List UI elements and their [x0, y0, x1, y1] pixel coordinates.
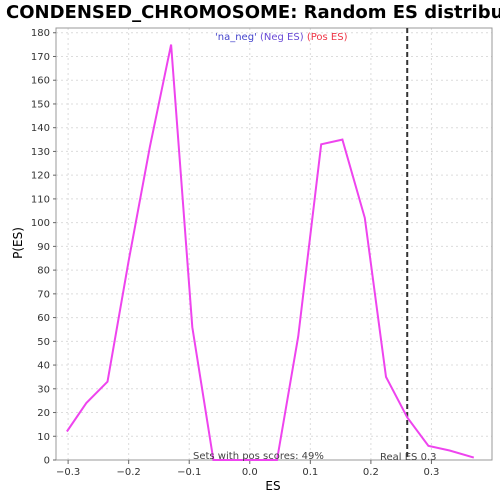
x-tick-label: 0.0 — [242, 467, 258, 478]
y-tick-label: 0 — [44, 456, 50, 467]
y-tick-label: 110 — [31, 194, 50, 205]
y-tick-label: 120 — [31, 171, 50, 182]
x-tick-label: 0.2 — [363, 467, 379, 478]
es-series-line — [66, 44, 475, 461]
x-tick-label: 0.3 — [423, 467, 439, 478]
y-tick-label: 180 — [31, 28, 50, 39]
y-tick-label: 150 — [31, 99, 50, 110]
legend-entry-neg-es: (Neg ES) — [260, 32, 304, 43]
x-axis-title: ES — [265, 479, 280, 493]
annotation-real-es: Real ES 0.3 — [380, 452, 436, 463]
y-tick-label: 20 — [37, 408, 50, 419]
y-tick-label: 70 — [37, 289, 50, 300]
y-tick-label: 60 — [37, 313, 50, 324]
y-tick-label: 10 — [37, 432, 50, 443]
plot-frame — [55, 27, 493, 461]
x-tick-label: −0.3 — [56, 467, 80, 478]
y-tick-label: 100 — [31, 218, 50, 229]
y-tick-label: 160 — [31, 76, 50, 87]
y-tick-label: 90 — [37, 242, 50, 253]
legend-entry-na-neg: 'na_neg' — [215, 32, 257, 43]
x-tick-label: −0.2 — [117, 467, 141, 478]
y-tick-label: 170 — [31, 52, 50, 63]
x-tick-label: −0.1 — [177, 467, 201, 478]
y-tick-label: 140 — [31, 123, 50, 134]
legend-entry-pos-es: (Pos ES) — [307, 32, 348, 43]
x-tick-label: 0.1 — [302, 467, 318, 478]
y-axis-title: P(ES) — [11, 227, 25, 259]
y-tick-label: 40 — [37, 361, 50, 372]
legend: 'na_neg' (Neg ES) (Pos ES) — [215, 32, 348, 43]
chart-title: CONDENSED_CHROMOSOME: Random ES distribu… — [6, 2, 500, 23]
annotation-pos-scores: Sets with pos scores: 49% — [193, 451, 324, 462]
grid — [56, 28, 492, 460]
y-tick-label: 50 — [37, 337, 50, 348]
y-tick-label: 80 — [37, 266, 50, 277]
axes: 0 10 20 30 40 50 60 70 80 90 100 110 120 130 140 150 160… — [31, 28, 439, 478]
y-tick-label: 130 — [31, 147, 50, 158]
y-tick-label: 30 — [37, 384, 50, 395]
